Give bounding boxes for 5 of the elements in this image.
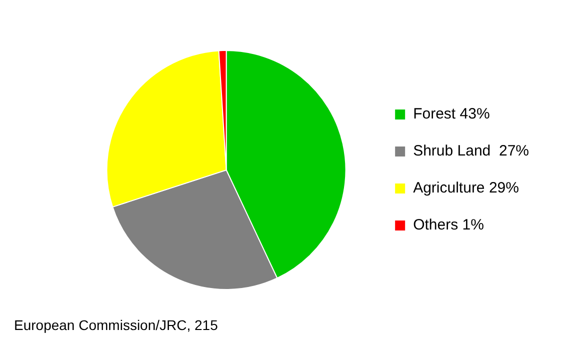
legend-label: Shrub Land 27% xyxy=(413,142,529,160)
legend-label: Forest 43% xyxy=(413,106,490,123)
legend-label: Others 1% xyxy=(413,216,484,234)
text: European Commission/JRC, 215 xyxy=(14,317,218,333)
legend-label: Agriculture 29% xyxy=(413,180,519,197)
